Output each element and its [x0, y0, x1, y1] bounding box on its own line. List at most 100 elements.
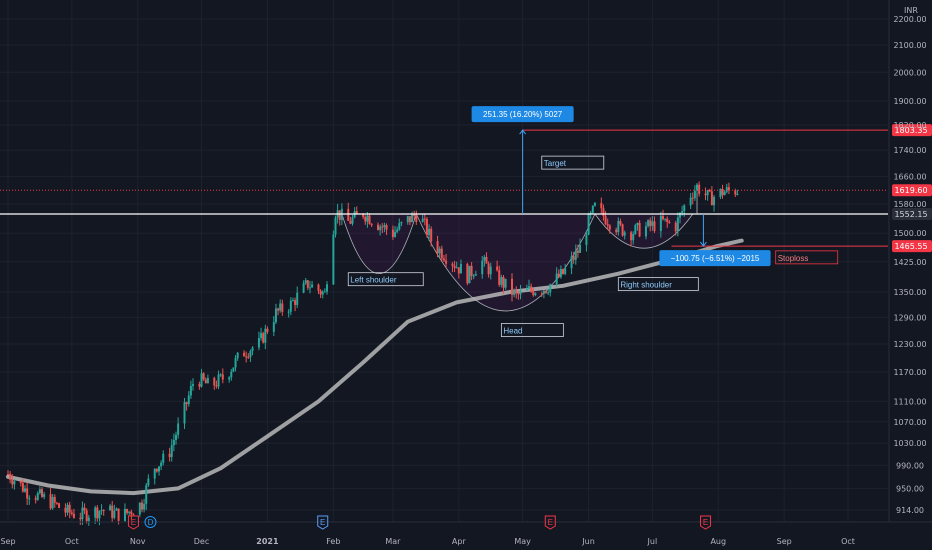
candle-body[interactable]: [398, 223, 401, 230]
candle-body[interactable]: [323, 291, 326, 293]
candle-body[interactable]: [9, 474, 12, 480]
candle-body[interactable]: [549, 284, 552, 293]
candle-body[interactable]: [296, 292, 299, 305]
candle-body[interactable]: [385, 225, 388, 230]
candle-body[interactable]: [379, 226, 382, 230]
candle-body[interactable]: [674, 222, 677, 232]
candle-body[interactable]: [570, 256, 573, 269]
candle-body[interactable]: [511, 278, 513, 295]
candle-body[interactable]: [406, 216, 409, 223]
candle-body[interactable]: [649, 220, 652, 226]
earnings-marker[interactable]: [544, 515, 556, 530]
level-price-tag[interactable]: [892, 124, 932, 137]
candle-body[interactable]: [723, 191, 726, 196]
candle-body[interactable]: [519, 290, 522, 295]
candle-body[interactable]: [366, 215, 369, 222]
candle-body[interactable]: [691, 197, 694, 199]
candle-body[interactable]: [230, 371, 233, 378]
candle-body[interactable]: [474, 274, 477, 276]
candle-body[interactable]: [7, 473, 9, 475]
candle-body[interactable]: [498, 270, 501, 285]
candle-body[interactable]: [155, 468, 158, 472]
candle-body[interactable]: [147, 478, 150, 486]
candle-body[interactable]: [249, 351, 252, 358]
candle-body[interactable]: [236, 352, 239, 359]
candle-body[interactable]: [647, 220, 650, 227]
candle-body[interactable]: [457, 267, 460, 274]
candle-body[interactable]: [281, 303, 284, 312]
candle-body[interactable]: [430, 228, 433, 242]
candle-body[interactable]: [291, 300, 294, 302]
candle-body[interactable]: [727, 187, 730, 191]
candle-body[interactable]: [349, 220, 352, 224]
candle-body[interactable]: [725, 187, 728, 192]
candle-body[interactable]: [68, 504, 71, 513]
candle-body[interactable]: [172, 439, 175, 446]
measure-label-box[interactable]: [471, 106, 574, 123]
candle-body[interactable]: [455, 267, 458, 269]
candle-body[interactable]: [496, 266, 499, 271]
pattern-label-box[interactable]: [347, 272, 424, 287]
candle-body[interactable]: [425, 218, 428, 235]
candle-body[interactable]: [277, 308, 280, 311]
candle-body[interactable]: [123, 509, 126, 521]
candle-body[interactable]: [38, 489, 41, 494]
candle-body[interactable]: [470, 265, 473, 276]
candle-body[interactable]: [200, 373, 203, 387]
candle-body[interactable]: [421, 218, 424, 223]
candle-body[interactable]: [368, 215, 371, 225]
candle-body[interactable]: [555, 273, 558, 285]
candle-body[interactable]: [564, 268, 567, 274]
candle-body[interactable]: [617, 221, 620, 233]
candle-body[interactable]: [593, 202, 596, 206]
candle-body[interactable]: [547, 292, 550, 294]
candle-body[interactable]: [243, 352, 246, 357]
candle-body[interactable]: [413, 213, 416, 216]
candle-body[interactable]: [272, 322, 275, 332]
candle-body[interactable]: [606, 224, 609, 226]
candle-body[interactable]: [632, 233, 635, 241]
candle-body[interactable]: [138, 502, 141, 515]
candle-body[interactable]: [638, 222, 641, 237]
candle-body[interactable]: [602, 208, 605, 217]
candle-body[interactable]: [540, 293, 543, 295]
candle-body[interactable]: [370, 224, 373, 226]
candle-body[interactable]: [19, 481, 22, 484]
candle-body[interactable]: [143, 503, 146, 510]
candle-body[interactable]: [175, 434, 177, 440]
candle-body[interactable]: [661, 216, 664, 220]
candle-body[interactable]: [587, 214, 590, 235]
candle-body[interactable]: [262, 333, 265, 343]
earnings-marker[interactable]: [700, 515, 712, 530]
candle-body[interactable]: [689, 197, 692, 206]
candle-body[interactable]: [708, 190, 711, 192]
candle-body[interactable]: [423, 218, 426, 220]
candle-body[interactable]: [58, 503, 61, 508]
candle-body[interactable]: [140, 502, 143, 510]
candle-body[interactable]: [145, 485, 148, 504]
candle-body[interactable]: [574, 250, 577, 260]
pattern-label-box[interactable]: [775, 250, 839, 265]
candle-body[interactable]: [362, 213, 365, 217]
candle-body[interactable]: [83, 507, 86, 511]
candle-body[interactable]: [126, 509, 129, 513]
candle-body[interactable]: [317, 284, 320, 291]
level-price-tag[interactable]: [892, 240, 932, 253]
candle-body[interactable]: [206, 377, 209, 384]
candle-body[interactable]: [442, 258, 445, 261]
candle-body[interactable]: [100, 510, 103, 512]
candle-body[interactable]: [693, 190, 696, 199]
candle-body[interactable]: [111, 505, 114, 518]
candle-body[interactable]: [289, 300, 292, 312]
candle-body[interactable]: [332, 234, 335, 285]
candle-body[interactable]: [644, 226, 647, 237]
candle-body[interactable]: [683, 205, 686, 212]
candle-body[interactable]: [710, 191, 713, 206]
candle-body[interactable]: [383, 225, 386, 228]
candle-body[interactable]: [572, 256, 575, 260]
candle-body[interactable]: [436, 241, 439, 254]
candle-body[interactable]: [562, 269, 565, 274]
candle-body[interactable]: [34, 498, 37, 500]
candle-body[interactable]: [321, 291, 324, 295]
